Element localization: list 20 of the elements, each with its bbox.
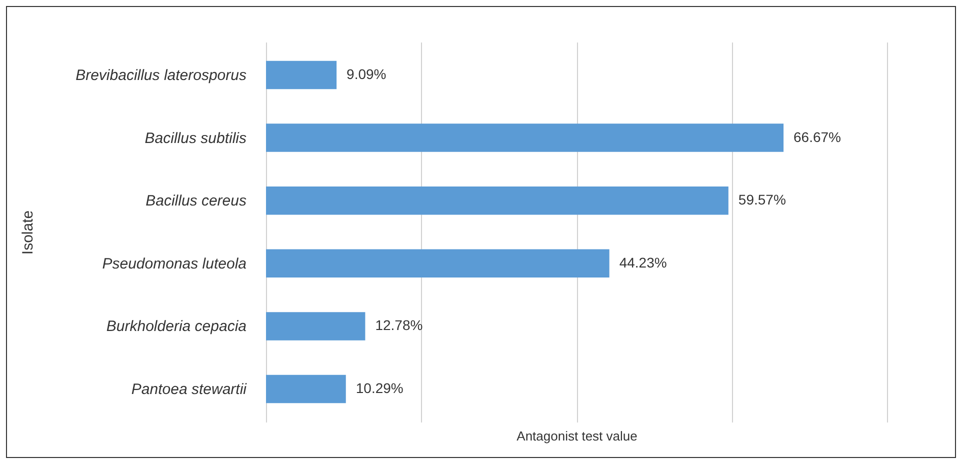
y-tick-label: Brevibacillus laterosporus [76,66,247,84]
data-label: 10.29% [356,380,404,396]
bar [266,249,610,278]
y-axis-title: Isolate [20,210,37,255]
bar [266,124,784,152]
data-label: 59.57% [738,192,786,208]
data-label: 9.09% [346,66,386,82]
y-tick-label: Pseudomonas luteola [102,255,246,272]
data-label: 12.78% [375,317,423,334]
y-tick-label: Bacillus cereus [146,192,247,210]
data-label: 44.23% [619,254,667,270]
y-tick-label: Bacillus subtilis [144,130,247,147]
bar [266,60,337,90]
y-tick-label: Pantoea stewartii [131,381,248,398]
x-axis-title: Antagonist test value [516,428,638,444]
y-tick-label: Burkholderia cepacia [106,318,246,336]
data-label: 66.67% [794,128,842,145]
bar [266,374,346,404]
bar [266,186,728,215]
bar [266,312,366,340]
